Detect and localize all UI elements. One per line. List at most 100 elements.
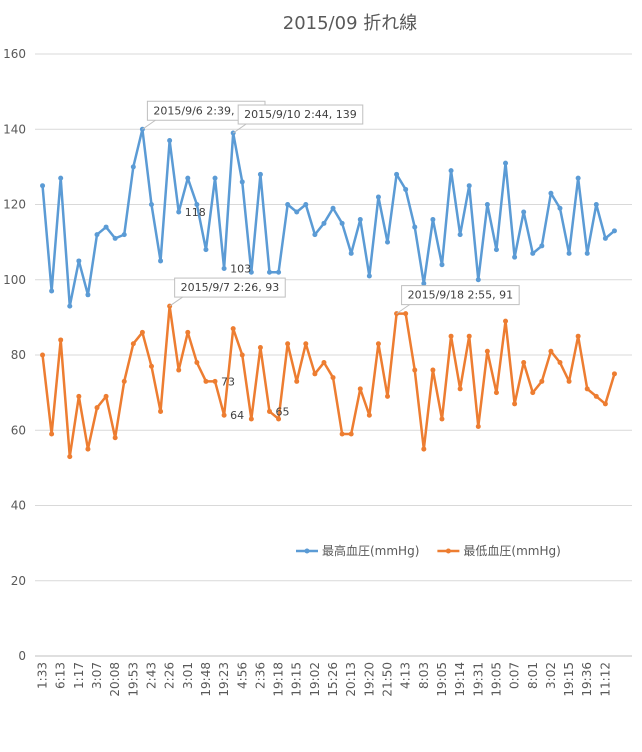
data-point xyxy=(94,232,100,238)
data-point xyxy=(439,262,445,268)
data-point xyxy=(85,446,91,452)
x-tick-label: 0:07 xyxy=(508,662,522,689)
data-point xyxy=(412,367,418,373)
data-label: 118 xyxy=(185,206,206,219)
data-point xyxy=(439,416,445,422)
callout: 2015/9/7 2:26, 93 xyxy=(169,277,286,307)
data-point xyxy=(611,228,617,234)
x-tick-label: 19:23 xyxy=(217,662,231,697)
x-tick-label: 1:33 xyxy=(36,662,50,689)
data-point xyxy=(430,217,436,223)
data-point xyxy=(185,175,191,181)
x-tick-label: 19:53 xyxy=(126,662,140,697)
data-point xyxy=(85,292,91,298)
data-point xyxy=(312,371,318,377)
data-point xyxy=(530,250,536,256)
data-point xyxy=(548,190,554,196)
y-tick-label: 100 xyxy=(3,273,26,287)
data-point xyxy=(248,269,254,275)
data-point xyxy=(348,250,354,256)
data-point xyxy=(49,288,55,294)
y-tick-label: 140 xyxy=(3,122,26,136)
data-point xyxy=(239,352,245,358)
data-point xyxy=(148,363,154,369)
callout: 2015/9/10 2:44, 139 xyxy=(232,104,364,134)
data-point xyxy=(158,258,164,264)
callout: 2015/9/6 2:39, 140 xyxy=(142,100,266,130)
data-point xyxy=(194,202,200,207)
data-point xyxy=(121,232,127,238)
annotation: 2015/9/18 2:55, 91 xyxy=(408,289,514,302)
data-point xyxy=(375,194,381,200)
data-point xyxy=(512,254,518,260)
data-point xyxy=(203,378,209,384)
callout-box xyxy=(174,277,286,298)
y-tick-label: 0 xyxy=(18,649,26,663)
data-point xyxy=(294,209,300,215)
y-tick-label: 80 xyxy=(11,348,26,362)
data-point xyxy=(503,318,509,324)
data-point xyxy=(194,360,200,366)
data-point xyxy=(103,393,109,399)
data-point xyxy=(321,360,327,366)
x-tick-label: 20:13 xyxy=(344,662,358,697)
data-point xyxy=(67,454,73,460)
data-point xyxy=(40,183,46,189)
x-tick-label: 21:50 xyxy=(381,662,395,697)
data-point xyxy=(103,224,109,230)
data-point xyxy=(257,171,263,177)
x-tick-label: 19:15 xyxy=(290,662,304,697)
y-tick-label: 20 xyxy=(11,574,26,588)
data-point xyxy=(611,371,617,377)
data-point xyxy=(276,269,282,275)
x-tick-label: 19:05 xyxy=(489,662,503,697)
data-point xyxy=(94,405,100,411)
callout-pointer xyxy=(169,296,183,307)
data-point xyxy=(385,393,391,399)
x-tick-label: 3:01 xyxy=(181,662,195,689)
data-point xyxy=(357,386,363,392)
data-point xyxy=(185,329,191,335)
y-tick-label: 60 xyxy=(11,423,26,437)
data-point xyxy=(457,386,463,392)
data-point xyxy=(593,393,599,399)
data-point xyxy=(375,341,381,347)
x-tick-label: 19:48 xyxy=(199,662,213,697)
data-point xyxy=(466,183,472,189)
data-point xyxy=(421,446,427,452)
annotation: 2015/9/6 2:39, 140 xyxy=(153,104,259,117)
data-point xyxy=(303,341,309,347)
x-tick-label: 19:14 xyxy=(453,662,467,697)
data-point xyxy=(257,344,263,350)
data-point xyxy=(221,412,227,418)
data-point xyxy=(493,247,499,253)
data-point xyxy=(566,378,572,384)
data-point xyxy=(112,235,118,241)
x-tick-label: 4:56 xyxy=(235,662,249,689)
data-point xyxy=(276,416,282,422)
data-point xyxy=(557,360,563,366)
data-point xyxy=(539,378,545,384)
data-point xyxy=(49,431,55,437)
callout: 2015/9/18 2:55, 91 xyxy=(396,285,520,315)
callout-box xyxy=(401,285,520,306)
data-point xyxy=(266,269,272,275)
series-line xyxy=(41,304,616,458)
data-point xyxy=(76,393,82,399)
callout-pointer xyxy=(142,119,156,130)
data-point xyxy=(330,375,336,381)
data-point xyxy=(76,258,82,264)
data-point xyxy=(285,202,291,207)
data-point xyxy=(40,352,46,358)
x-tick-label: 8:01 xyxy=(526,662,540,689)
data-label: 65 xyxy=(275,405,289,418)
data-point xyxy=(266,408,272,414)
data-point xyxy=(566,250,572,256)
data-point xyxy=(212,378,218,384)
x-tick-label: 3:07 xyxy=(90,662,104,689)
data-point xyxy=(158,408,164,414)
data-point xyxy=(448,333,454,339)
y-tick-label: 40 xyxy=(11,499,26,513)
data-point xyxy=(593,202,599,207)
annotation: 2015/9/7 2:26, 93 xyxy=(181,281,280,294)
